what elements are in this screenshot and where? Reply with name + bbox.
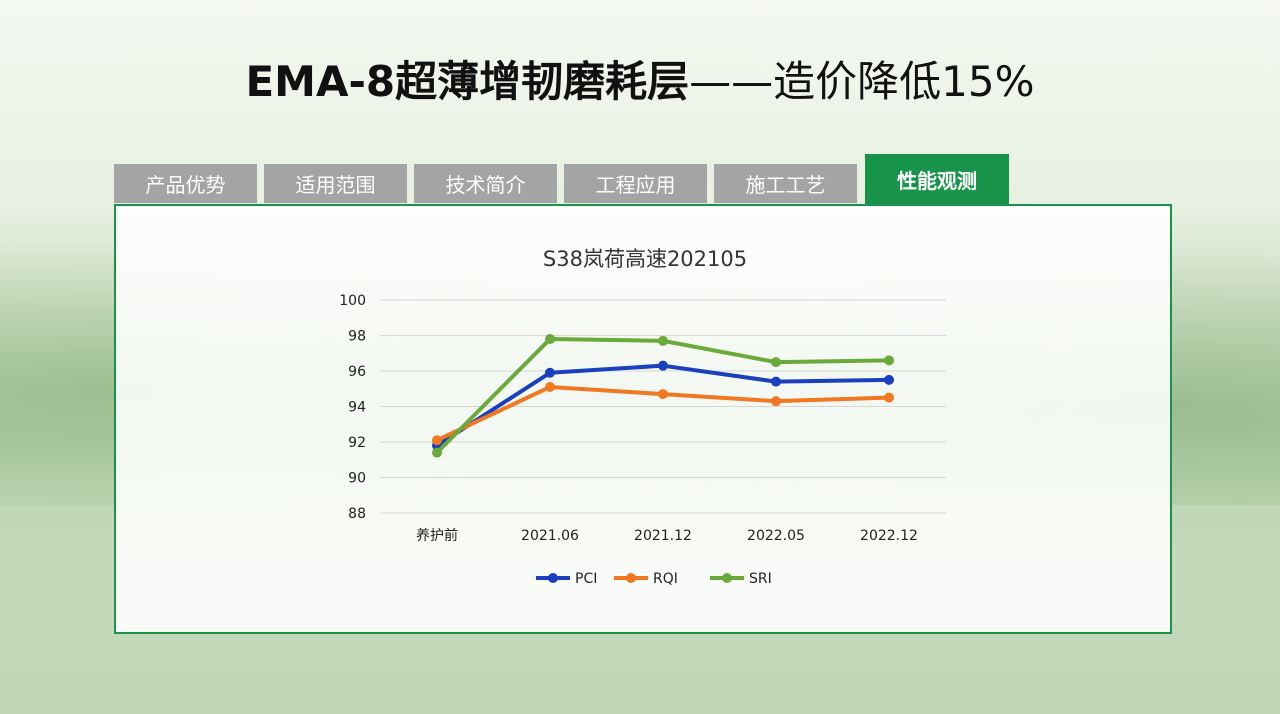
tab-project-application[interactable]: 工程应用 xyxy=(564,164,707,203)
performance-line-chart: S38岚荷高速202105 88 90 92 94 96 98 100 养护前 2021.06… xyxy=(339,247,946,587)
x-tick-label: 2022.12 xyxy=(860,528,918,544)
data-point-rqi xyxy=(658,389,668,400)
y-tick-label: 94 xyxy=(348,400,366,416)
data-point-sri xyxy=(884,355,894,366)
x-tick-label: 2021.06 xyxy=(521,528,579,544)
tab-performance-observation[interactable]: 性能观测 xyxy=(865,154,1009,204)
tab-application-scope[interactable]: 适用范围 xyxy=(264,164,407,203)
data-point-rqi xyxy=(771,396,781,407)
chart-x-axis: 养护前 2021.06 2021.12 2022.05 2022.12 xyxy=(416,527,918,544)
page-title: EMA-8超薄增韧磨耗层——造价降低15% xyxy=(0,48,1280,109)
data-point-rqi xyxy=(545,381,555,392)
legend-label-rqi: RQI xyxy=(653,571,678,587)
y-tick-label: 100 xyxy=(339,293,366,309)
page-title-suffix: ——造价降低15% xyxy=(689,57,1035,106)
y-tick-label: 92 xyxy=(348,435,366,451)
data-point-sri xyxy=(658,335,668,346)
legend-item-sri: SRI xyxy=(710,571,772,587)
chart-series xyxy=(432,334,894,458)
data-point-sri xyxy=(771,357,781,368)
legend-marker-sri xyxy=(722,573,732,583)
legend-label-sri: SRI xyxy=(749,571,772,587)
data-point-rqi xyxy=(884,392,894,403)
x-tick-label: 养护前 xyxy=(416,527,458,544)
y-tick-label: 88 xyxy=(348,506,366,522)
data-point-pci xyxy=(658,360,668,371)
chart-title: S38岚荷高速202105 xyxy=(543,247,747,271)
chart-gridlines xyxy=(380,299,946,514)
legend-marker-pci xyxy=(548,573,558,583)
chart-legend: PCI RQI SRI xyxy=(536,571,772,587)
tab-product-advantages[interactable]: 产品优势 xyxy=(114,164,257,203)
chart-panel: S38岚荷高速202105 88 90 92 94 96 98 100 养护前 2021.06… xyxy=(114,204,1172,634)
tab-construction-process[interactable]: 施工工艺 xyxy=(714,164,857,203)
chart-y-axis: 88 90 92 94 96 98 100 xyxy=(339,293,366,522)
x-tick-label: 2022.05 xyxy=(747,528,805,544)
data-point-sri xyxy=(432,447,442,458)
data-point-pci xyxy=(545,367,555,378)
data-point-rqi xyxy=(432,435,442,446)
y-tick-label: 98 xyxy=(348,329,366,345)
tab-technical-intro[interactable]: 技术简介 xyxy=(414,164,557,203)
data-point-pci xyxy=(771,376,781,387)
legend-item-rqi: RQI xyxy=(614,571,678,587)
data-point-sri xyxy=(545,334,555,345)
series-line-pci xyxy=(435,363,890,448)
y-tick-label: 96 xyxy=(348,364,366,380)
legend-item-pci: PCI xyxy=(536,571,597,587)
legend-label-pci: PCI xyxy=(575,571,597,587)
data-point-pci xyxy=(884,374,894,385)
x-tick-label: 2021.12 xyxy=(634,528,692,544)
legend-marker-rqi xyxy=(626,573,636,583)
y-tick-label: 90 xyxy=(348,471,366,487)
page-title-main: EMA-8超薄增韧磨耗层 xyxy=(245,57,690,106)
